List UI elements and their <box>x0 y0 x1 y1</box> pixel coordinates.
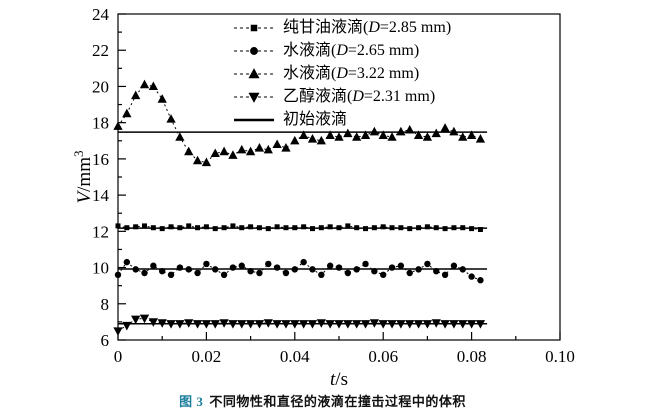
legend-label: 乙醇液滴(D=2.31 mm) <box>283 88 436 105</box>
caption-text: 不同物性和直径的液滴在撞击过程中的体积 <box>209 394 466 409</box>
legend-label: 初始液滴 <box>283 111 348 128</box>
x-axis-label: t/s <box>330 369 348 390</box>
legend-item: 水液滴(D=2.65 mm) <box>232 40 451 62</box>
series-triangle-down <box>113 314 486 336</box>
y-tick-label: 12 <box>92 222 109 241</box>
legend-item: 水液滴(D=3.22 mm) <box>232 63 451 85</box>
legend-item: 乙醇液滴(D=2.31 mm) <box>232 86 451 108</box>
x-tick-label: 0 <box>114 347 123 366</box>
y-tick-label: 14 <box>92 186 110 205</box>
plot-area: 0 0.02 0.04 0.06 0.08 0.10 6 8 10 12 14 16 18 20 22 24 V… <box>71 5 575 390</box>
legend-circle-icon <box>234 47 274 55</box>
y-tick-label: 20 <box>92 77 109 96</box>
y-tick-label: 10 <box>92 259 109 278</box>
legend-label: 水液滴(D=3.22 mm) <box>283 65 420 82</box>
legend-solid-line-icon <box>234 118 274 122</box>
y-tick-label: 18 <box>92 114 109 133</box>
chart-legend: 纯甘油液滴(D=2.85 mm) 水液滴(D=2.65 mm) 水液滴(D=3.22… <box>232 17 451 131</box>
caption-tag: 图 3 <box>179 394 204 409</box>
x-tick-label: 0.02 <box>192 347 222 366</box>
y-tick-label: 22 <box>92 41 109 60</box>
legend-triangle-up-icon <box>234 68 274 79</box>
y-tick-label: 24 <box>92 5 110 24</box>
x-tick-label: 0.08 <box>457 347 487 366</box>
figure-caption: 图 3 不同物性和直径的液滴在撞击过程中的体积 <box>0 391 645 410</box>
x-tick-label: 0.04 <box>280 347 310 366</box>
legend-label: 水液滴(D=2.65 mm) <box>283 42 420 59</box>
y-tick-label: 6 <box>101 331 110 350</box>
series-circle <box>114 258 484 284</box>
legend-item: 初始液滴 <box>232 109 451 131</box>
x-tick-label: 0.10 <box>545 347 575 366</box>
y-axis-label: V/mm3 <box>71 151 95 204</box>
x-tick-label: 0.06 <box>368 347 398 366</box>
legend-item: 纯甘油液滴(D=2.85 mm) <box>232 17 451 39</box>
y-tick-label: 16 <box>92 150 109 169</box>
y-tick-label: 8 <box>101 295 110 314</box>
series-triangle-up <box>113 79 486 167</box>
series-square <box>115 223 483 233</box>
legend-label: 纯甘油液滴(D=2.85 mm) <box>283 19 452 36</box>
legend-triangle-down-icon <box>234 92 274 103</box>
legend-square-icon <box>234 24 274 32</box>
